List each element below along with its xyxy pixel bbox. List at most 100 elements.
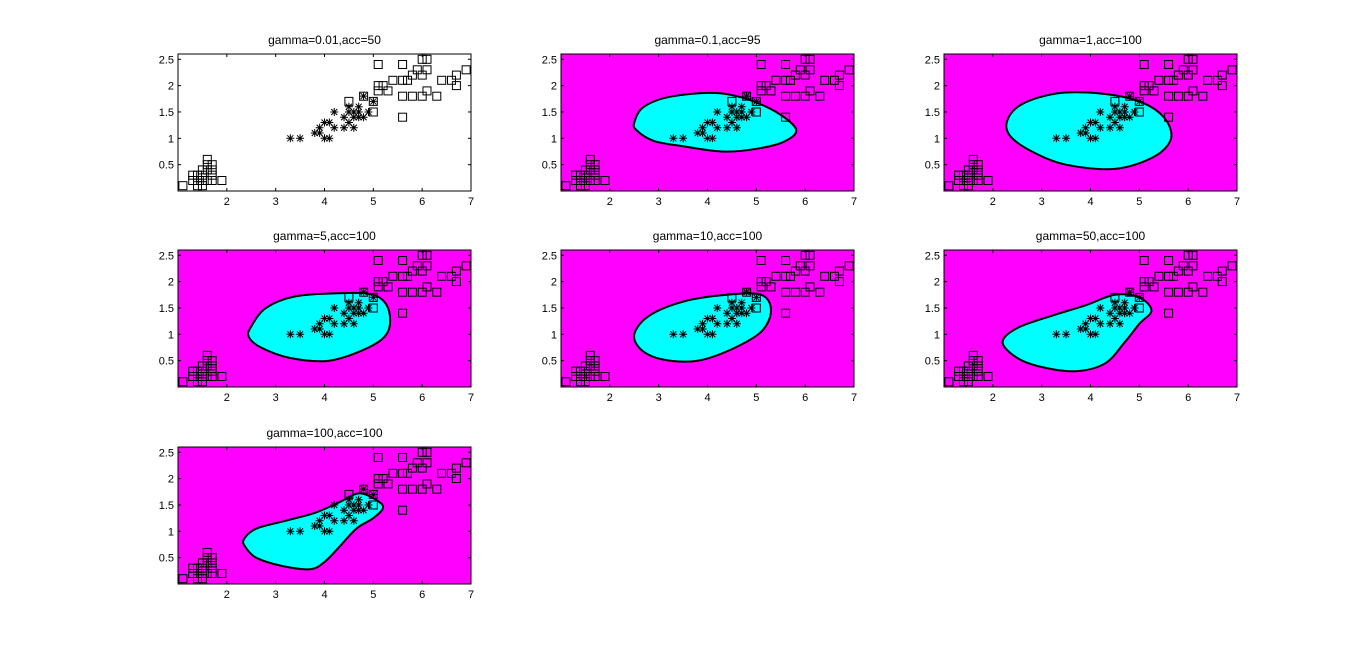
star-marker [727, 298, 736, 307]
star-marker [359, 288, 368, 297]
square-marker [585, 356, 595, 366]
star-marker [296, 134, 305, 143]
square-marker [1164, 60, 1174, 69]
square-marker [756, 60, 766, 69]
y-tick-label: 2.5 [159, 447, 174, 459]
y-tick-label: 2.5 [159, 54, 174, 66]
star-marker [1096, 303, 1105, 312]
star-marker [723, 309, 732, 318]
square-marker [202, 569, 212, 578]
square-marker [1188, 261, 1198, 271]
square-marker [461, 65, 471, 75]
star-marker [1096, 107, 1105, 116]
square-marker [766, 86, 776, 96]
x-tick-label: 4 [704, 196, 710, 208]
star-marker [340, 113, 349, 122]
subplot-7: 2 3 4 5 6 7 0.5 1 1.5 2 2.5 gamma=100,acc=100 [159, 426, 474, 601]
square-marker [398, 287, 408, 297]
square-marker [378, 474, 388, 484]
star-marker [1120, 298, 1129, 307]
square-marker [834, 266, 844, 276]
square-marker [805, 261, 815, 271]
square-marker [193, 574, 202, 584]
square-marker [968, 154, 978, 164]
star-marker [1120, 113, 1129, 122]
square-marker [959, 366, 968, 376]
star-marker [1086, 134, 1095, 143]
square-marker [188, 176, 198, 185]
square-marker [373, 86, 383, 96]
decision-region [1001, 293, 1153, 373]
square-marker [963, 361, 973, 371]
square-marker [963, 377, 973, 387]
x-tick-label: 7 [851, 392, 857, 404]
square-marker [447, 468, 456, 478]
star-marker [742, 92, 751, 101]
square-marker [398, 60, 408, 69]
star-marker [296, 330, 305, 339]
square-marker [590, 165, 600, 175]
star-marker [727, 107, 736, 116]
star-marker [679, 330, 688, 339]
square-marker [576, 181, 585, 191]
y-tick-label: 2.5 [542, 54, 557, 66]
square-marker [580, 170, 590, 180]
star-marker [330, 500, 339, 509]
star-marker [742, 309, 751, 318]
square-marker [580, 165, 590, 175]
square-marker [963, 372, 973, 381]
x-tick-label: 3 [656, 196, 662, 208]
star-marker [286, 330, 295, 339]
square-marker [761, 81, 771, 91]
subplot-title: gamma=5,acc=100 [273, 229, 376, 243]
y-tick-label: 2 [934, 81, 940, 93]
square-marker [1164, 287, 1174, 297]
square-marker [373, 277, 383, 287]
star-marker [354, 495, 363, 504]
square-marker [197, 165, 207, 175]
square-marker [968, 372, 978, 381]
star-marker [344, 118, 353, 127]
square-marker [373, 60, 383, 69]
star-marker [1096, 319, 1105, 328]
square-marker [407, 266, 417, 276]
square-marker [954, 170, 964, 180]
square-marker [1217, 266, 1227, 276]
y-tick-label: 2 [168, 81, 174, 93]
star-marker [369, 490, 378, 499]
square-marker [576, 176, 585, 185]
star-marker [747, 107, 756, 116]
square-marker [398, 453, 408, 462]
square-marker [1198, 91, 1208, 101]
square-marker [417, 287, 427, 297]
subplot-title: gamma=0.01,acc=50 [268, 33, 381, 47]
square-marker [1188, 86, 1198, 96]
x-tick-label: 2 [990, 196, 996, 208]
square-marker [407, 70, 417, 80]
square-marker [1198, 287, 1208, 297]
x-tick-label: 5 [370, 392, 376, 404]
star-marker [1120, 102, 1129, 111]
square-marker [202, 361, 212, 371]
star-marker [354, 500, 363, 509]
square-marker [197, 176, 207, 185]
star-marker [1135, 293, 1144, 302]
star-marker [315, 325, 324, 334]
star-marker [1125, 288, 1134, 297]
square-marker [202, 160, 212, 170]
star-marker [723, 319, 732, 328]
square-marker [193, 372, 202, 381]
star-marker [752, 293, 761, 302]
star-marker [310, 129, 319, 138]
star-marker [732, 113, 741, 122]
star-marker [703, 118, 712, 127]
square-marker [1217, 81, 1227, 91]
subplot-3: 2 3 4 5 6 7 0.5 1 1.5 2 2.5 gamma=1,acc=100 [925, 33, 1240, 208]
star-marker [359, 506, 368, 515]
square-marker [795, 65, 805, 75]
y-tick-label: 2 [934, 277, 940, 289]
x-tick-label: 7 [468, 392, 474, 404]
square-marker [1164, 271, 1174, 281]
star-marker [737, 309, 746, 318]
y-tick-label: 0.5 [542, 356, 557, 368]
